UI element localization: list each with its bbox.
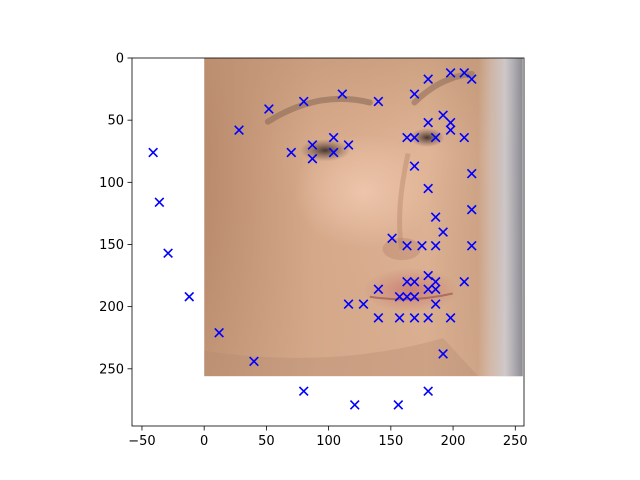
y-tick-label: 250 <box>99 362 124 377</box>
data-point-marker <box>307 140 318 150</box>
y-tick-label: 0 <box>116 52 124 67</box>
data-point-marker <box>349 399 360 410</box>
data-point-marker <box>264 104 274 114</box>
data-point-marker <box>445 125 456 135</box>
hair-region <box>478 58 523 377</box>
x-tick-label: 100 <box>316 434 341 449</box>
data-point-marker <box>430 212 441 223</box>
data-point-marker <box>337 89 348 99</box>
data-point-marker <box>393 399 404 410</box>
data-point-marker <box>307 153 318 164</box>
data-markers <box>148 68 477 410</box>
data-point-marker <box>423 270 434 281</box>
data-point-marker <box>423 386 434 397</box>
lips <box>363 268 460 313</box>
data-point-marker <box>430 299 441 310</box>
data-point-marker <box>430 132 441 143</box>
data-point-marker <box>438 110 448 121</box>
data-point-marker <box>423 284 434 295</box>
data-point-marker <box>163 248 173 259</box>
data-point-marker <box>438 349 448 359</box>
data-point-marker <box>423 312 434 323</box>
data-point-marker <box>402 291 412 302</box>
x-tick-label: 0 <box>200 434 208 449</box>
x-tick-label: 50 <box>258 434 275 449</box>
data-point-marker <box>328 147 339 158</box>
data-point-marker <box>387 233 397 244</box>
cheek-highlight <box>293 134 434 249</box>
right-eye <box>409 128 445 148</box>
y-tick-label: 50 <box>107 114 124 129</box>
left-eye <box>299 139 351 162</box>
data-point-marker <box>298 386 309 397</box>
data-point-marker <box>343 140 354 150</box>
face-photo-image <box>204 58 523 377</box>
data-point-marker <box>249 356 259 367</box>
data-point-marker <box>286 147 297 158</box>
data-point-marker <box>373 96 384 107</box>
data-point-marker <box>234 125 244 135</box>
data-point-marker <box>409 132 420 143</box>
data-point-marker <box>430 240 441 251</box>
data-point-marker <box>409 161 420 172</box>
data-point-marker <box>430 284 441 295</box>
nose-shadow <box>397 152 411 250</box>
data-point-marker <box>423 117 434 128</box>
data-point-marker <box>402 132 412 143</box>
y-tick-label: 200 <box>99 300 124 315</box>
data-point-marker <box>409 89 420 99</box>
data-point-marker <box>343 299 354 310</box>
data-point-marker <box>184 291 195 302</box>
data-point-marker <box>466 74 477 85</box>
x-tick-label: 150 <box>378 434 403 449</box>
data-point-marker <box>373 312 384 323</box>
data-point-marker <box>358 299 369 310</box>
data-point-marker <box>466 168 477 179</box>
data-point-marker <box>423 74 434 85</box>
data-point-marker <box>423 183 434 194</box>
x-tick-label: −50 <box>128 434 155 449</box>
data-point-marker <box>154 197 165 208</box>
y-tick-label: 150 <box>99 238 124 253</box>
data-point-marker <box>394 291 405 302</box>
x-tick-label: 250 <box>503 434 528 449</box>
data-point-marker <box>402 240 412 251</box>
jaw-shadow <box>204 338 479 377</box>
data-point-marker <box>394 312 405 323</box>
data-point-marker <box>373 284 384 295</box>
data-point-marker <box>417 240 427 251</box>
data-point-marker <box>445 312 456 323</box>
x-tick-label: 200 <box>441 434 466 449</box>
nostril-shadow <box>382 237 421 261</box>
data-point-marker <box>409 312 420 323</box>
data-point-marker <box>430 276 441 287</box>
data-point-marker <box>214 327 224 338</box>
data-point-marker <box>409 291 420 302</box>
data-point-marker <box>328 132 339 143</box>
data-point-marker <box>298 96 309 107</box>
data-point-marker <box>409 276 420 287</box>
plot-area-border <box>131 57 525 427</box>
data-point-marker <box>459 132 470 143</box>
data-point-marker <box>466 240 477 251</box>
data-point-marker <box>466 204 477 215</box>
data-point-marker <box>402 276 412 287</box>
data-point-marker <box>445 68 456 78</box>
data-point-marker <box>148 147 159 158</box>
y-tick-label: 100 <box>99 176 124 191</box>
data-point-marker <box>459 68 470 78</box>
data-point-marker <box>459 276 470 287</box>
left-eyebrow <box>264 95 373 125</box>
data-point-marker <box>445 117 456 128</box>
data-point-marker <box>438 227 448 237</box>
axis-ticks: −50 0 50 100 150 200 250 0 50 100 150 200 250 <box>99 52 528 450</box>
axes-frame <box>131 57 525 427</box>
